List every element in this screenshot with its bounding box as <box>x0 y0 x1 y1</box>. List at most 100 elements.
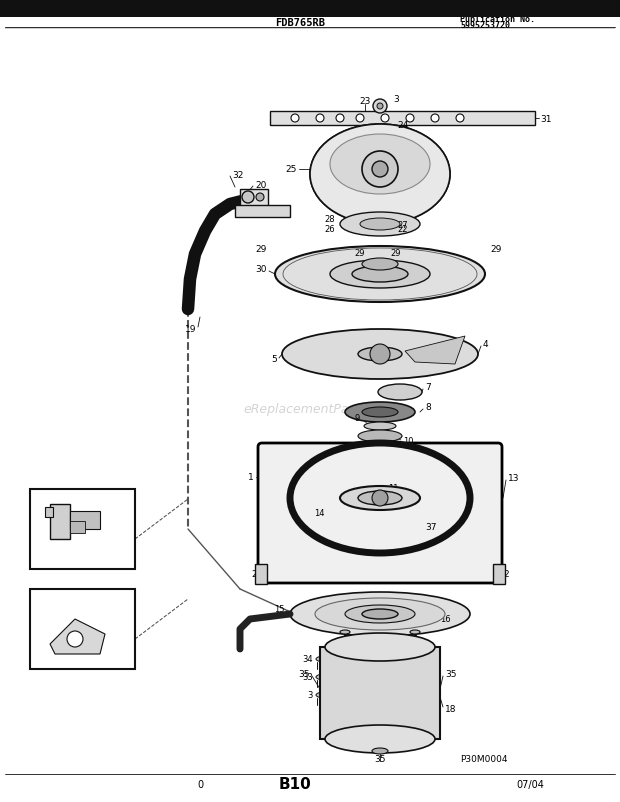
Ellipse shape <box>362 407 398 418</box>
Text: 22: 22 <box>397 225 407 234</box>
FancyBboxPatch shape <box>258 444 502 583</box>
Circle shape <box>377 104 383 110</box>
Text: 24: 24 <box>397 120 408 129</box>
Text: 0: 0 <box>197 779 203 789</box>
Circle shape <box>431 115 439 123</box>
Text: 30: 30 <box>255 265 267 274</box>
Ellipse shape <box>315 598 445 630</box>
Text: 15: 15 <box>275 605 285 614</box>
Text: 18: 18 <box>33 595 45 604</box>
Ellipse shape <box>345 606 415 623</box>
Ellipse shape <box>322 711 338 717</box>
Ellipse shape <box>316 692 334 698</box>
Ellipse shape <box>378 384 422 400</box>
Bar <box>70 521 85 533</box>
Ellipse shape <box>330 135 430 195</box>
Ellipse shape <box>340 213 420 237</box>
Text: 26: 26 <box>324 225 335 234</box>
Bar <box>30 489 135 569</box>
Bar <box>235 206 290 217</box>
Text: 19: 19 <box>185 325 196 334</box>
Text: 16: 16 <box>440 615 451 624</box>
Text: 18: 18 <box>445 705 456 714</box>
Ellipse shape <box>310 125 450 225</box>
Circle shape <box>373 100 387 114</box>
Ellipse shape <box>282 330 478 379</box>
Bar <box>240 190 268 208</box>
Ellipse shape <box>330 261 430 289</box>
Ellipse shape <box>358 492 402 505</box>
Bar <box>320 647 440 739</box>
Ellipse shape <box>316 656 334 662</box>
Text: 34: 34 <box>303 654 313 664</box>
Text: 3: 3 <box>308 691 313 699</box>
Text: 4: 4 <box>483 340 489 349</box>
Text: eReplacementParts.com: eReplacementParts.com <box>244 403 396 416</box>
Circle shape <box>242 192 254 204</box>
Ellipse shape <box>362 259 398 270</box>
Text: 32: 32 <box>232 170 244 180</box>
Bar <box>70 512 100 529</box>
Ellipse shape <box>352 267 408 282</box>
Circle shape <box>67 631 83 647</box>
Circle shape <box>316 115 324 123</box>
Text: 2: 2 <box>251 569 257 579</box>
Circle shape <box>336 115 344 123</box>
Ellipse shape <box>340 630 350 634</box>
Text: 27: 27 <box>397 221 407 229</box>
Ellipse shape <box>358 431 402 443</box>
Bar <box>30 589 135 669</box>
Polygon shape <box>50 619 105 654</box>
Bar <box>45 508 53 517</box>
Text: |: | <box>608 5 611 14</box>
Text: 37: 37 <box>425 522 436 531</box>
Bar <box>0 0 620 18</box>
Text: 13: 13 <box>508 474 520 483</box>
Text: 12: 12 <box>388 496 399 505</box>
Text: 35: 35 <box>374 755 386 764</box>
Text: 23: 23 <box>360 97 371 107</box>
Ellipse shape <box>345 403 415 423</box>
Text: 39: 39 <box>33 493 45 502</box>
Text: FDB765RB: FDB765RB <box>275 18 325 28</box>
Bar <box>255 565 267 585</box>
Text: 8: 8 <box>425 403 431 412</box>
Text: 2: 2 <box>503 569 508 579</box>
Text: Publication No.: Publication No. <box>460 15 535 25</box>
Circle shape <box>406 115 414 123</box>
Ellipse shape <box>316 674 334 680</box>
Ellipse shape <box>410 630 420 634</box>
Ellipse shape <box>325 725 435 753</box>
Circle shape <box>370 345 390 365</box>
Ellipse shape <box>362 610 398 619</box>
Text: 35: 35 <box>445 670 456 678</box>
Ellipse shape <box>372 748 388 754</box>
Text: 9: 9 <box>378 176 383 184</box>
Ellipse shape <box>340 486 420 510</box>
Text: B10: B10 <box>278 776 311 792</box>
Text: 25: 25 <box>286 165 297 174</box>
Text: 11: 11 <box>388 484 399 493</box>
Circle shape <box>372 162 388 178</box>
Circle shape <box>372 490 388 506</box>
Circle shape <box>291 115 299 123</box>
Polygon shape <box>405 337 465 365</box>
Text: 3: 3 <box>393 95 399 104</box>
Text: 1: 1 <box>248 473 254 482</box>
Ellipse shape <box>364 423 396 431</box>
Text: 10: 10 <box>403 437 414 446</box>
Ellipse shape <box>275 247 485 302</box>
Text: P30M0004: P30M0004 <box>460 755 508 764</box>
Bar <box>493 565 505 585</box>
Text: 5995253720: 5995253720 <box>460 22 510 30</box>
Ellipse shape <box>310 125 450 225</box>
Bar <box>50 504 70 539</box>
Circle shape <box>256 194 264 202</box>
Circle shape <box>356 115 364 123</box>
Text: 28: 28 <box>324 215 335 225</box>
Text: 7: 7 <box>425 383 431 392</box>
Text: 29: 29 <box>490 245 502 254</box>
Circle shape <box>362 152 398 188</box>
Bar <box>270 111 535 126</box>
Text: 5: 5 <box>272 355 277 364</box>
